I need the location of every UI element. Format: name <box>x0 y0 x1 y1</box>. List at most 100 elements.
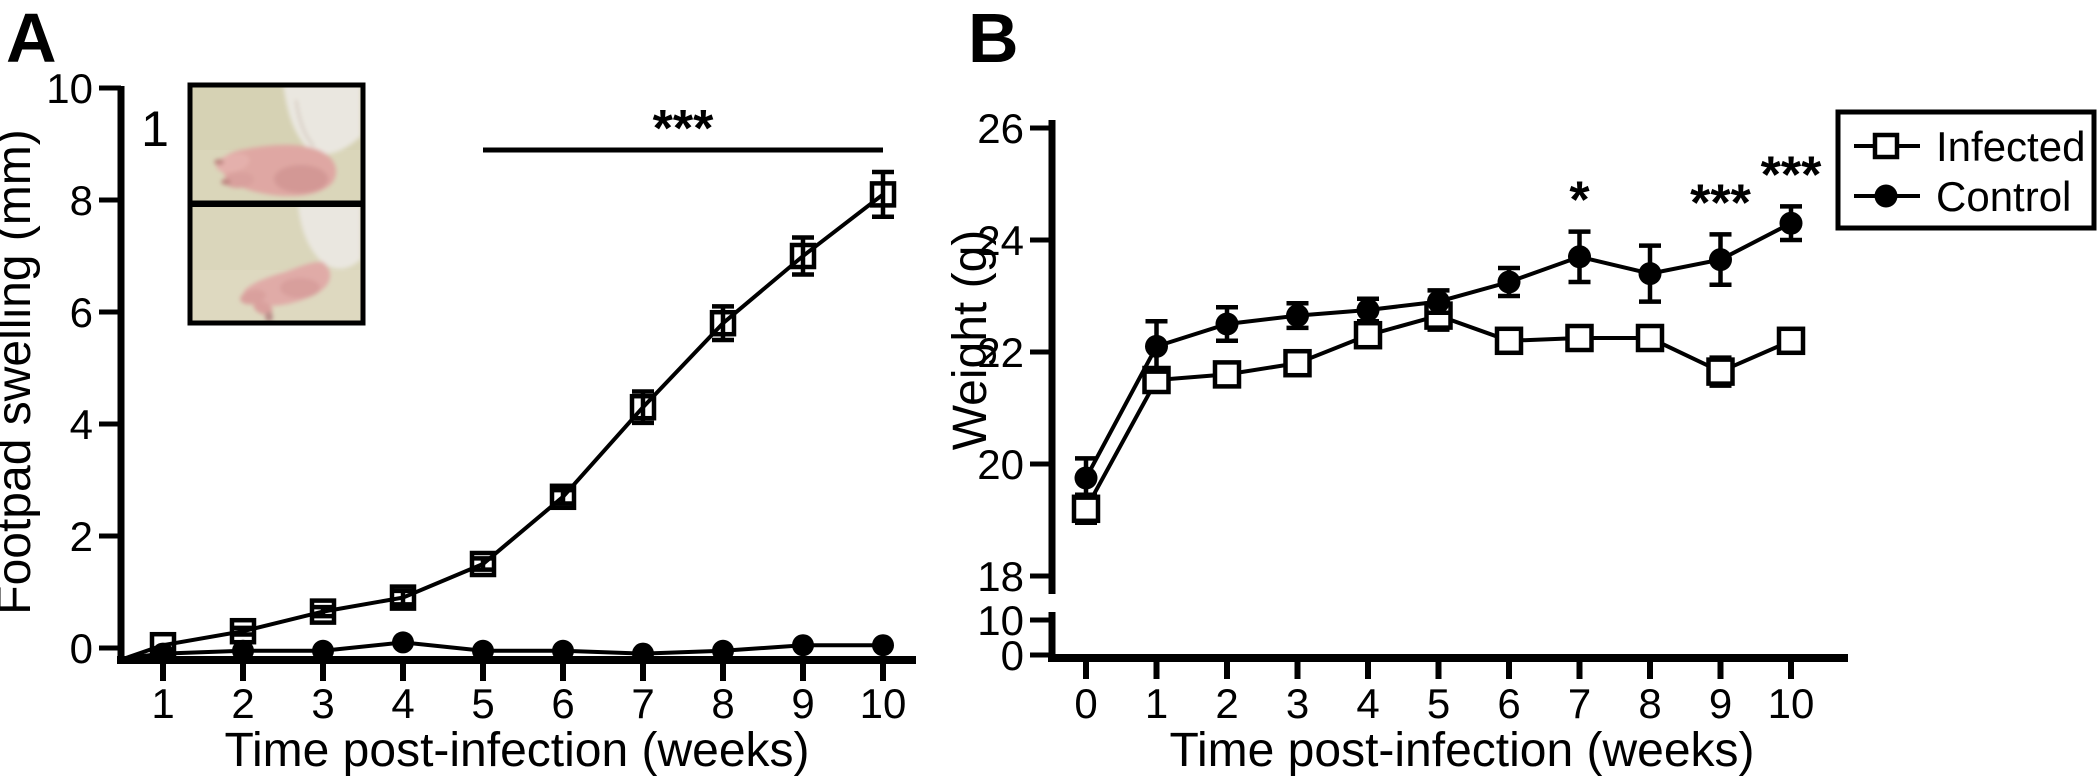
filled-circle-marker <box>872 634 894 657</box>
open-square-marker <box>869 181 897 208</box>
filled-circle-marker <box>392 631 414 654</box>
filled-circle-marker <box>1779 211 1803 235</box>
y-tick-label: 20 <box>977 441 1024 488</box>
open-square-marker <box>1353 320 1383 350</box>
x-tick-label: 2 <box>1215 680 1238 727</box>
open-square-icon <box>1872 132 1900 160</box>
significance-stars: * <box>1569 172 1590 230</box>
y-tick-label: 10 <box>46 65 93 112</box>
x-tick-label: 7 <box>1568 680 1591 727</box>
x-tick-label: 10 <box>860 680 907 727</box>
legend-infected-label: Infected <box>1936 123 2085 170</box>
series-line-infected <box>1084 313 1792 510</box>
x-tick-label: 8 <box>1638 680 1661 727</box>
footpad-photo-normal <box>192 207 361 321</box>
x-tick-label: 7 <box>631 680 654 727</box>
x-tick-label: 9 <box>1709 680 1732 727</box>
open-square-marker <box>1071 494 1101 524</box>
y-tick-label: 8 <box>70 177 93 224</box>
filled-circle-marker <box>1286 304 1309 328</box>
series-line-infected <box>125 192 885 660</box>
y-tick-label: 10 <box>977 597 1024 644</box>
filled-circle-marker <box>232 639 254 662</box>
open-square-marker <box>1212 360 1242 389</box>
open-square-marker <box>549 483 577 511</box>
legend-box <box>1835 109 2097 231</box>
x-tick-label: 4 <box>391 680 414 727</box>
footpad-photo-inset: 1 <box>141 82 366 326</box>
filled-circle-marker <box>712 639 734 662</box>
significance-stars: *** <box>1690 174 1751 232</box>
filled-circle-marker <box>1638 262 1662 286</box>
x-tick-label: 1 <box>151 680 174 727</box>
filled-circle-marker <box>1356 298 1380 322</box>
significance-stars: *** <box>1761 146 1822 204</box>
y-tick-label: 18 <box>977 553 1024 600</box>
series-line-control <box>1084 221 1792 479</box>
filled-circle-marker <box>472 639 494 662</box>
open-square-marker <box>1494 326 1524 356</box>
inset-label: 1 <box>141 101 169 157</box>
panel-b-annotations: * *** *** <box>1569 146 1822 232</box>
open-square-marker <box>1283 348 1312 378</box>
x-tick-label: 9 <box>791 680 814 727</box>
footpad-photo-swollen <box>192 87 361 203</box>
panel-b-y-axis-title: Weight (g) <box>944 230 997 451</box>
filled-circle-marker <box>792 634 814 657</box>
y-tick-label: 0 <box>70 625 93 672</box>
filled-circle-marker <box>1145 334 1168 358</box>
x-tick-label: 3 <box>1286 680 1309 727</box>
y-tick-label: 6 <box>70 289 93 336</box>
open-square-marker <box>389 584 417 611</box>
x-tick-label: 0 <box>1074 680 1097 727</box>
filled-circle-marker <box>1568 245 1591 269</box>
x-tick-label: 2 <box>231 680 254 727</box>
open-square-marker <box>309 598 337 625</box>
filled-circle-icon <box>1874 184 1898 208</box>
x-tick-label: 5 <box>471 680 494 727</box>
open-square-marker <box>1706 357 1735 386</box>
x-tick-label: 5 <box>1427 680 1450 727</box>
panel-b-letter: B <box>968 0 1019 77</box>
filled-circle-marker <box>1709 248 1732 272</box>
open-square-marker <box>469 550 497 578</box>
open-square-marker <box>789 242 817 270</box>
y-tick-label: 4 <box>70 401 93 448</box>
open-square-marker <box>1635 323 1665 353</box>
x-tick-label: 6 <box>551 680 574 727</box>
filled-circle-marker <box>1215 312 1239 336</box>
filled-circle-marker <box>552 639 574 662</box>
panel-a-significance: *** <box>483 100 883 158</box>
panel-b-plot-area <box>1071 204 1806 526</box>
legend-control-label: Control <box>1936 173 2071 220</box>
open-square-marker <box>629 393 657 421</box>
filled-circle-marker <box>632 642 654 665</box>
filled-circle-marker <box>1497 270 1521 294</box>
x-tick-label: 8 <box>711 680 734 727</box>
x-tick-label: 3 <box>311 680 334 727</box>
panel-a-y-axis-title: Footpad swelling (mm) <box>0 129 41 614</box>
y-tick-label: 0 <box>1001 632 1024 679</box>
open-square-marker <box>1776 326 1806 356</box>
panel-a-plot-area <box>125 169 897 665</box>
filled-circle-marker <box>1427 290 1450 314</box>
open-square-marker <box>709 309 737 337</box>
y-tick-label: 22 <box>977 329 1024 376</box>
significance-stars: *** <box>653 100 714 158</box>
x-tick-label: 10 <box>1768 680 1815 727</box>
filled-circle-marker <box>312 639 334 662</box>
photo-border-bottom <box>187 200 366 326</box>
y-tick-label: 24 <box>977 217 1024 264</box>
x-tick-label: 4 <box>1356 680 1379 727</box>
x-tick-label: 6 <box>1497 680 1520 727</box>
panel-a-x-axis-title: Time post-infection (weeks) <box>224 724 809 777</box>
open-square-marker <box>1565 323 1594 353</box>
panel-b-x-axis-title: Time post-infection (weeks) <box>1169 724 1754 777</box>
panel-a-letter: A <box>6 0 57 77</box>
filled-circle-marker <box>1074 466 1098 490</box>
